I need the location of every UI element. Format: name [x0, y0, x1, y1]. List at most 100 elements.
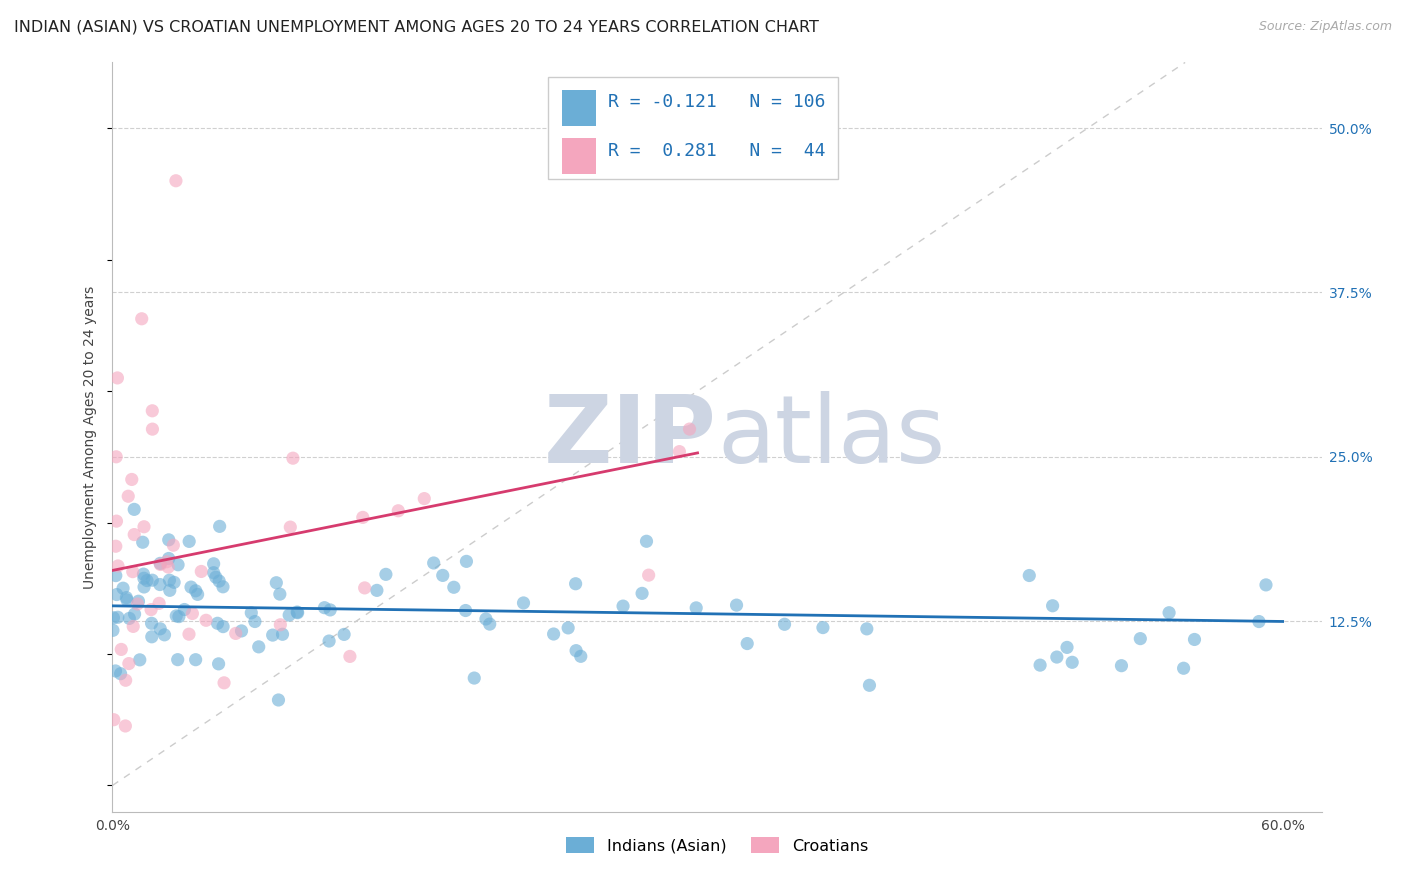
- Point: [114, 719, 136, 733]
- Point: [184, 653, 207, 667]
- Point: [512, 596, 534, 610]
- Point: [149, 557, 172, 571]
- Point: [475, 612, 498, 626]
- Point: [1018, 568, 1040, 582]
- Point: [1046, 650, 1069, 665]
- Point: [685, 600, 707, 615]
- Point: [278, 520, 301, 534]
- Point: [1247, 615, 1270, 629]
- Point: [159, 573, 181, 587]
- Point: [187, 587, 209, 601]
- Point: [127, 594, 149, 608]
- Point: [121, 472, 143, 486]
- Point: [112, 581, 135, 595]
- Point: [352, 510, 374, 524]
- Point: [173, 602, 195, 616]
- Point: [678, 422, 700, 436]
- Point: [631, 586, 654, 600]
- FancyBboxPatch shape: [548, 78, 838, 178]
- Point: [240, 606, 263, 620]
- Point: [269, 587, 291, 601]
- Point: [565, 643, 588, 657]
- Point: [149, 622, 172, 636]
- Point: [166, 653, 188, 667]
- Point: [1173, 661, 1195, 675]
- Point: [105, 514, 128, 528]
- Point: [118, 657, 141, 671]
- Point: [131, 311, 153, 326]
- Point: [180, 580, 202, 594]
- Legend: Indians (Asian), Croatians: Indians (Asian), Croatians: [560, 830, 875, 860]
- Text: R = -0.121   N = 106: R = -0.121 N = 106: [609, 93, 825, 111]
- Point: [107, 558, 129, 573]
- Point: [564, 576, 586, 591]
- Point: [141, 616, 163, 631]
- Point: [159, 583, 181, 598]
- Point: [811, 621, 834, 635]
- Point: [163, 575, 186, 590]
- Point: [122, 527, 145, 541]
- Point: [456, 554, 478, 568]
- Point: [141, 573, 163, 587]
- Point: [262, 628, 284, 642]
- Point: [735, 636, 758, 650]
- Bar: [562, 90, 596, 126]
- Point: [141, 422, 163, 436]
- Point: [1254, 578, 1277, 592]
- Point: [208, 574, 231, 588]
- Point: [612, 599, 634, 613]
- Point: [212, 675, 235, 690]
- Point: [353, 581, 375, 595]
- Y-axis label: Unemployment Among Ages 20 to 24 years: Unemployment Among Ages 20 to 24 years: [83, 285, 97, 589]
- Point: [1159, 606, 1181, 620]
- Text: INDIAN (ASIAN) VS CROATIAN UNEMPLOYMENT AMONG AGES 20 TO 24 YEARS CORRELATION CH: INDIAN (ASIAN) VS CROATIAN UNEMPLOYMENT …: [14, 20, 818, 35]
- Point: [858, 678, 880, 692]
- Point: [165, 608, 187, 623]
- Point: [132, 535, 155, 549]
- Point: [115, 591, 138, 605]
- Point: [281, 451, 304, 466]
- Point: [195, 613, 218, 627]
- Text: Source: ZipAtlas.com: Source: ZipAtlas.com: [1258, 20, 1392, 33]
- Point: [422, 556, 444, 570]
- Point: [149, 577, 172, 591]
- Point: [122, 619, 145, 633]
- Point: [543, 627, 565, 641]
- Point: [387, 504, 409, 518]
- Point: [179, 534, 201, 549]
- Point: [269, 617, 291, 632]
- Point: [773, 617, 796, 632]
- Point: [122, 502, 145, 516]
- Point: [285, 605, 308, 619]
- Point: [127, 597, 149, 611]
- Point: [432, 568, 454, 582]
- Point: [141, 404, 163, 418]
- Point: [132, 580, 155, 594]
- Point: [128, 653, 150, 667]
- Point: [177, 627, 200, 641]
- Point: [162, 538, 184, 552]
- Point: [149, 558, 172, 572]
- Point: [314, 600, 336, 615]
- Point: [243, 615, 266, 629]
- Point: [107, 610, 129, 624]
- Point: [157, 533, 180, 547]
- Point: [637, 568, 659, 582]
- Point: [1184, 632, 1206, 647]
- Point: [318, 634, 340, 648]
- Text: ZIP: ZIP: [544, 391, 717, 483]
- Point: [139, 602, 162, 616]
- Point: [190, 565, 212, 579]
- Point: [104, 539, 127, 553]
- Point: [212, 619, 235, 633]
- Point: [208, 519, 231, 533]
- Point: [413, 491, 436, 506]
- Point: [117, 489, 139, 503]
- Point: [205, 570, 228, 584]
- Point: [181, 607, 204, 621]
- Point: [478, 617, 501, 632]
- Point: [157, 560, 180, 574]
- Point: [266, 575, 288, 590]
- Point: [153, 628, 176, 642]
- Point: [1111, 658, 1133, 673]
